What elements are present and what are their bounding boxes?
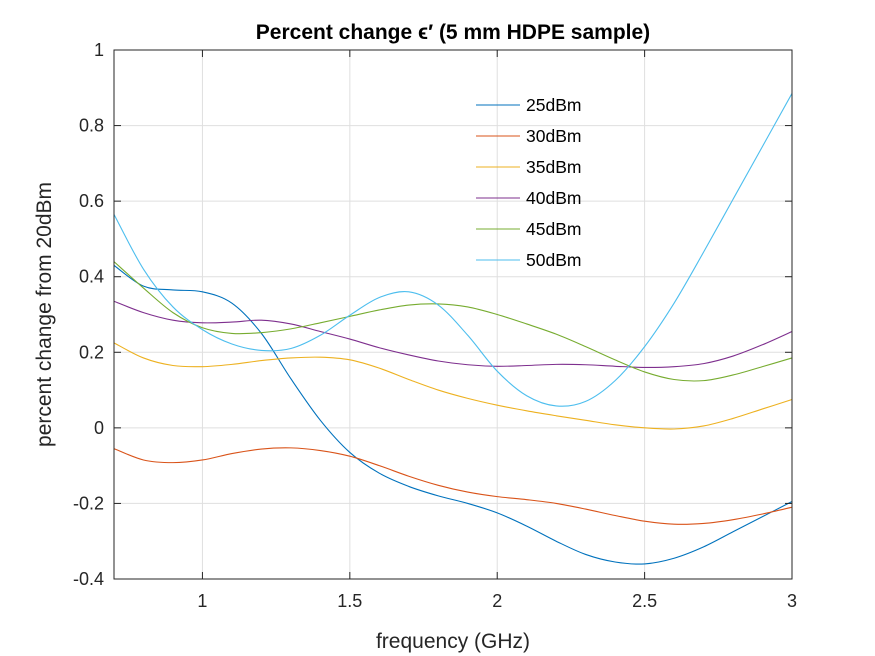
x-tick-label: 2 (492, 591, 502, 611)
series-line-25dBm (113, 264, 793, 565)
series-line-50dBm (113, 93, 793, 407)
tick-labels: 1 1.5 2 2.5 3 -0.4 -0.2 0 0.2 0.4 0.6 0.8 1 (73, 40, 797, 611)
x-tick-label: 3 (787, 591, 797, 611)
y-tick-label: 0.2 (79, 342, 104, 362)
legend: 25dBm 30dBm 35dBm 40dBm 45dBm 50dBm (476, 95, 581, 270)
y-tick-label: -0.2 (73, 493, 104, 513)
legend-label: 25dBm (526, 95, 581, 115)
x-axis-label: frequency (GHz) (376, 630, 530, 653)
series-lines (113, 93, 793, 565)
series-line-30dBm (113, 447, 793, 525)
y-axis-label: percent change from 20dBm (33, 182, 56, 447)
legend-label: 30dBm (526, 126, 581, 146)
x-tick-label: 1.5 (337, 591, 362, 611)
y-tick-label: 0.6 (79, 191, 104, 211)
y-tick-label: 0 (94, 418, 104, 438)
y-tick-label: 0.4 (79, 267, 104, 287)
series-line-45dBm (113, 261, 793, 382)
series-line-35dBm (113, 342, 793, 430)
y-tick-label: 1 (94, 40, 104, 60)
x-tick-label: 1 (197, 591, 207, 611)
y-tick-label: 0.8 (79, 116, 104, 136)
legend-label: 40dBm (526, 188, 581, 208)
legend-label: 45dBm (526, 219, 581, 239)
chart-title: Percent change ϵ′ (5 mm HDPE sample) (256, 21, 650, 44)
legend-label: 50dBm (526, 250, 581, 270)
legend-label: 35dBm (526, 157, 581, 177)
x-tick-label: 2.5 (632, 591, 657, 611)
axes (113, 49, 793, 580)
axes-box (113, 49, 793, 580)
series-line-40dBm (113, 300, 793, 368)
y-tick-label: -0.4 (73, 569, 104, 589)
plot-area (114, 50, 792, 579)
